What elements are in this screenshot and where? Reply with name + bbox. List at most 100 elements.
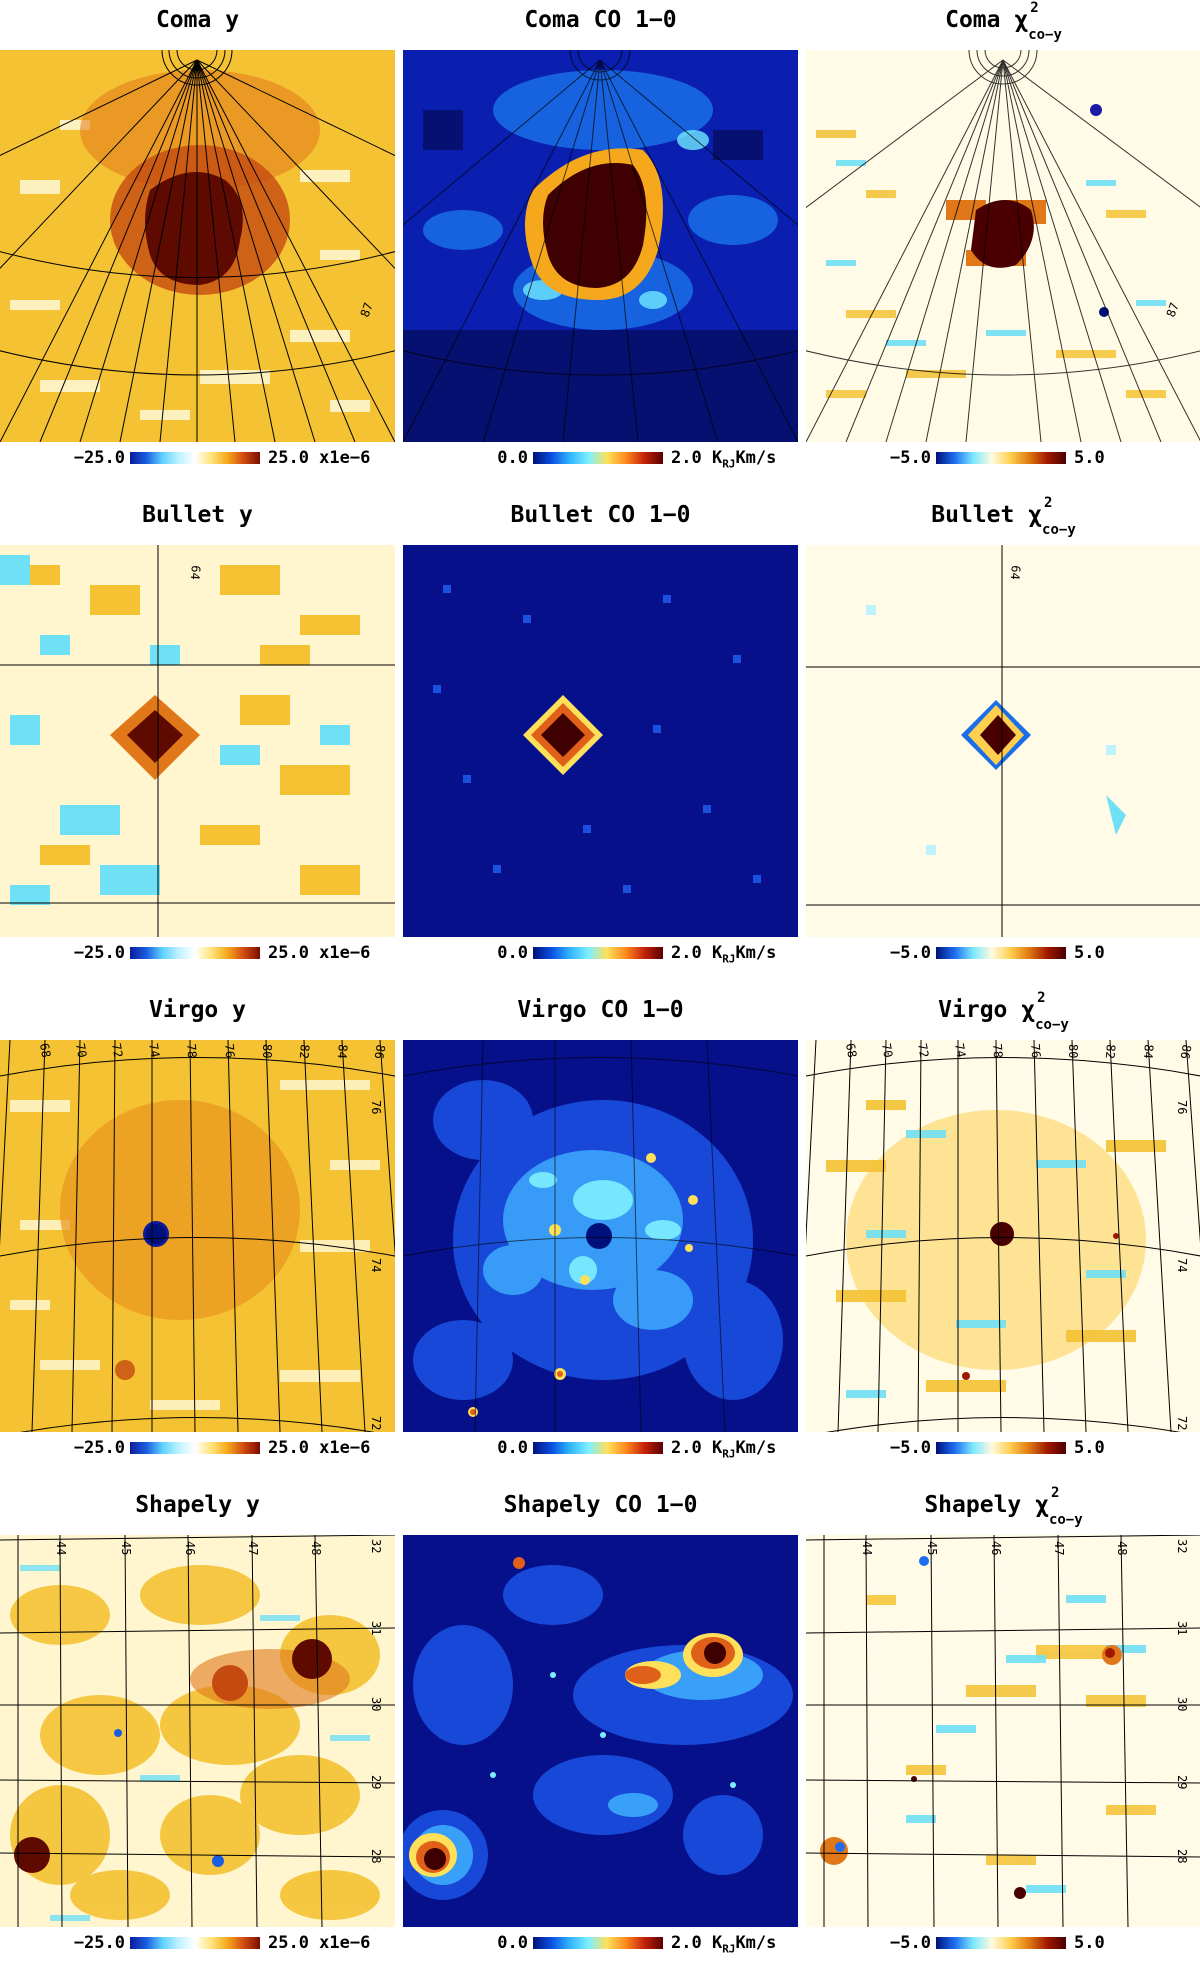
colorbar-gradient — [130, 947, 260, 959]
panel-virgo-y: Virgo y — [0, 990, 395, 1480]
grid-label: 29 — [369, 1775, 383, 1789]
colorbar-max-value: 2.0 K — [671, 1438, 723, 1458]
colorbar-max: 2.0 KRJKm/s — [671, 943, 776, 965]
chi-superscript: 2 — [1037, 990, 1046, 1006]
colorbar-max: 5.0 — [1074, 943, 1105, 963]
coordinate-grid — [0, 1535, 395, 1927]
colorbar-gradient — [936, 1937, 1066, 1949]
colorbar-gradient — [130, 1442, 260, 1454]
colorbar: 0.0 2.0 KRJKm/s — [403, 1933, 798, 1959]
colorbar-gradient — [936, 947, 1066, 959]
colorbar-max-unit: Km/s — [735, 1933, 777, 1953]
sky-map: 64 — [806, 545, 1200, 937]
panel-bullet-co: Bullet CO 1−0 0.0 2.0 KRJKm/s — [403, 495, 798, 985]
colorbar-max-unit: Km/s — [735, 943, 777, 963]
panel-virgo-chi: Virgo χ 2 co−y — [806, 990, 1200, 1480]
colorbar-gradient — [533, 452, 663, 464]
grid-label: 76 — [222, 1043, 237, 1059]
colorbar: 0.0 2.0 KRJKm/s — [403, 448, 798, 474]
grid-label: 87 — [358, 301, 376, 319]
colorbar-min: −25.0 — [73, 1933, 125, 1953]
coordinate-grid — [0, 1040, 395, 1432]
colorbar: −25.0 25.0 x1e−6 — [0, 1933, 395, 1959]
grid-label: 31 — [369, 1621, 383, 1635]
colorbar: −5.0 5.0 — [806, 943, 1200, 969]
grid-label: 72 — [109, 1042, 125, 1059]
panel-bullet-chi: Bullet χ 2 co−y 64 −5.0 5.0 — [806, 495, 1200, 985]
grid-label: 78 — [184, 1043, 199, 1059]
cluster-core — [145, 172, 243, 285]
grid-label: 74 — [146, 1042, 162, 1059]
panel-bullet-y: Bullet y 64 — [0, 495, 395, 985]
grid-label: 78 — [990, 1043, 1005, 1059]
colorbar-min: 0.0 — [497, 1933, 528, 1953]
noise-speckle — [10, 120, 370, 420]
colorbar-max-value: 2.0 K — [671, 943, 723, 963]
grid-label: 68 — [37, 1042, 53, 1059]
cluster-core — [541, 713, 585, 757]
panel-title: Coma y — [155, 7, 240, 33]
grid-label: 74 — [952, 1042, 968, 1059]
coordinate-grid — [0, 50, 395, 442]
colorbar-max: 25.0 x1e−6 — [268, 1933, 371, 1953]
grid-label: 86 — [1178, 1043, 1194, 1060]
colorbar-max-subscript: RJ — [722, 457, 736, 471]
colorbar-max-value: 2.0 K — [671, 448, 723, 468]
grid-label: 72 — [1175, 1416, 1189, 1430]
chi-scripts: 2 co−y — [1028, 0, 1062, 49]
grid-label: 86 — [372, 1043, 388, 1060]
grid-label: 70 — [879, 1042, 895, 1059]
colorbar: −5.0 5.0 — [806, 1438, 1200, 1464]
sky-map: 64 — [0, 545, 395, 937]
sky-map — [403, 545, 798, 937]
panel-title: Virgo χ 2 co−y — [806, 990, 1200, 1033]
grid-label: 76 — [369, 1100, 383, 1114]
grid-label: 64 — [188, 565, 203, 581]
grid-label: 32 — [369, 1539, 383, 1553]
colorbar-max: 2.0 KRJKm/s — [671, 1933, 776, 1955]
panel-title: Coma χ 2 co−y — [806, 0, 1200, 43]
grid-label: 82 — [297, 1044, 312, 1060]
colorbar-max: 25.0 x1e−6 — [268, 943, 371, 963]
colorbar-min: −25.0 — [73, 1438, 125, 1458]
colorbar-min: 0.0 — [497, 448, 528, 468]
colorbar: −25.0 25.0 x1e−6 — [0, 1438, 395, 1464]
colorbar-max: 5.0 — [1074, 1438, 1105, 1458]
cluster-core — [127, 710, 183, 763]
grid-label: 68 — [843, 1042, 859, 1059]
panel-title-text: Virgo χ — [938, 997, 1036, 1023]
colorbar-max-unit: Km/s — [735, 1438, 777, 1458]
grid-label: 28 — [369, 1849, 383, 1863]
grid-label: 82 — [1103, 1044, 1118, 1060]
grid-label: 30 — [1175, 1697, 1189, 1711]
grid-label: 84 — [1141, 1044, 1156, 1060]
sky-map: 44 45 46 47 48 32 31 30 29 28 — [0, 1535, 395, 1927]
colorbar-max: 25.0 x1e−6 — [268, 448, 371, 468]
colorbar-max: 5.0 — [1074, 448, 1105, 468]
grid-label: 28 — [1175, 1849, 1189, 1863]
panel-title: Bullet CO 1−0 — [510, 502, 691, 528]
sky-map — [403, 1535, 798, 1927]
colorbar-max-subscript: RJ — [722, 952, 736, 966]
chi-subscript: co−y — [1035, 1016, 1069, 1033]
colorbar-gradient — [130, 1937, 260, 1949]
grid-label: 80 — [1066, 1044, 1080, 1058]
colorbar-gradient — [936, 1442, 1066, 1454]
grid-label: 48 — [1115, 1541, 1129, 1555]
colorbar-max-subscript: RJ — [722, 1942, 736, 1956]
colorbar: 0.0 2.0 KRJKm/s — [403, 943, 798, 969]
colorbar-max-subscript: RJ — [722, 1447, 736, 1461]
grid-label: 47 — [246, 1541, 260, 1555]
panel-title: Bullet χ 2 co−y — [806, 495, 1200, 538]
panel-coma-y: Coma y — [0, 0, 395, 490]
panel-coma-chi: Coma χ 2 co−y — [806, 0, 1200, 490]
sky-map: 68 70 72 74 78 76 80 82 84 86 76 74 72 — [0, 1040, 395, 1432]
cluster-core — [1014, 1887, 1026, 1899]
grid-label: 70 — [73, 1042, 89, 1059]
chi-subscript: co−y — [1042, 521, 1076, 538]
panel-title: Shapely y — [135, 1492, 260, 1518]
panel-title-text: Bullet χ — [931, 502, 1043, 528]
chi-superscript: 2 — [1030, 0, 1039, 16]
grid-label: 45 — [925, 1541, 939, 1555]
colorbar-max-value: 2.0 K — [671, 1933, 723, 1953]
